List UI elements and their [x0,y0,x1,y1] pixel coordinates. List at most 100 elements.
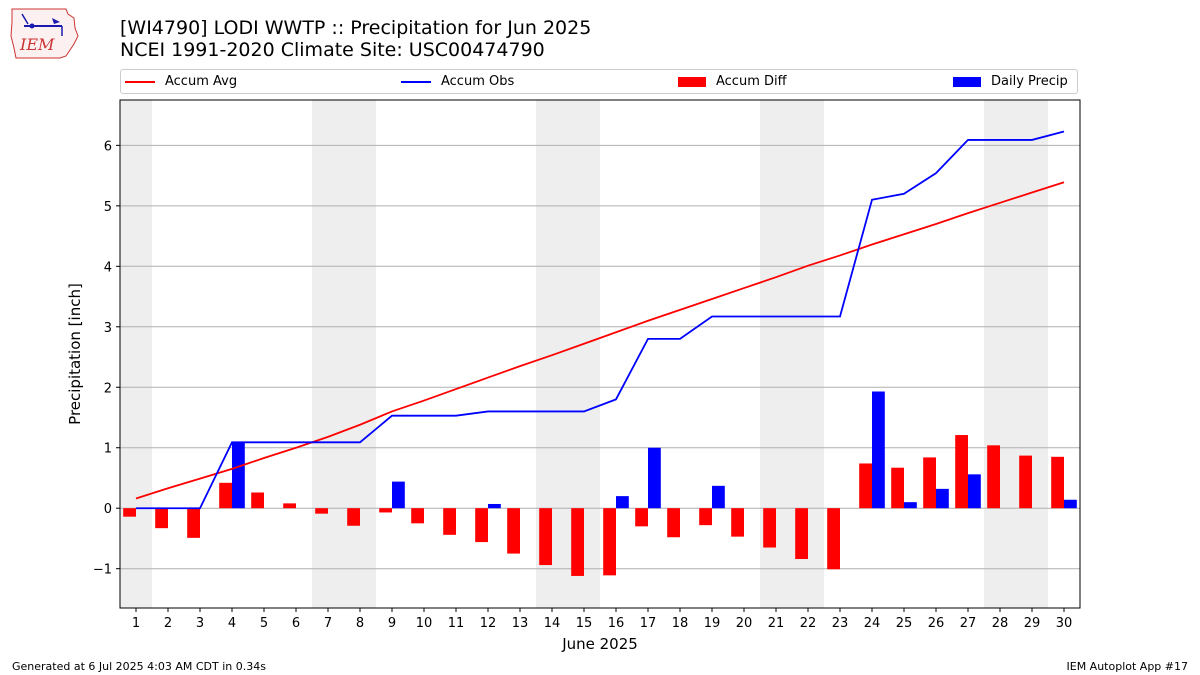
accum-diff-bar [411,508,424,524]
chart-subtitle: NCEI 1991-2020 Climate Site: USC00474790 [120,39,545,61]
daily-precip-bar [872,391,885,509]
accum-diff-bar [955,435,968,509]
plot-frame [119,99,1081,609]
accum-diff-bar [219,482,232,509]
x-tick-label: 10 [416,616,433,631]
x-tick-label: 7 [324,616,332,631]
weekend-shade [120,100,152,608]
iem-logo: IEM [10,8,79,59]
x-tick-label: 1 [132,616,140,631]
x-tick-label: 5 [260,616,268,631]
y-tick-label: 6 [104,139,112,154]
legend-item-daily-precip: Daily Precip [953,70,1068,93]
x-tick-label: 25 [896,616,913,631]
weekend-shade [312,100,344,608]
x-tick-label: 28 [992,616,1009,631]
weekend-shade [344,100,376,608]
daily-precip-bar [488,503,501,509]
x-tick-label: 13 [512,616,529,631]
accum-diff-bar [667,508,680,538]
x-tick-label: 15 [576,616,593,631]
x-tick-label: 19 [704,616,721,631]
legend-swatch-accum-diff [678,76,706,87]
daily-precip-bar [968,474,981,509]
x-tick-label: 11 [448,616,465,631]
accum-diff-bar [699,508,712,526]
accum-diff-bar [827,508,840,570]
x-tick-label: 16 [608,616,625,631]
x-tick-label: 18 [672,616,689,631]
daily-precip-bar [904,502,917,509]
accum-diff-bar [603,508,616,576]
accum-obs-line [136,130,1065,510]
y-tick-label: 3 [104,321,112,336]
x-tick-label: 14 [544,616,561,631]
accum-diff-bar [731,508,744,537]
accum-diff-bar [283,503,296,509]
footer-app: IEM Autoplot App #17 [1066,660,1189,673]
logo-text: IEM [19,35,55,54]
y-tick-label: −1 [93,563,112,578]
daily-precip-bar [936,488,949,509]
accum-diff-bar [155,508,168,529]
accum-diff-bar [315,508,328,514]
weekend-shade [984,100,1016,608]
footer-generated: Generated at 6 Jul 2025 4:03 AM CDT in 0… [12,660,266,673]
x-tick-label: 17 [640,616,657,631]
x-tick-label: 20 [736,616,753,631]
x-tick-label: 4 [228,616,236,631]
x-tick-label: 2 [164,616,172,631]
legend-item-accum-avg: Accum Avg [125,70,237,93]
accum-diff-bar [475,508,488,543]
daily-precip-bar [616,496,629,509]
y-tick-label: 0 [104,502,112,517]
x-tick-label: 27 [960,616,977,631]
accum-diff-bar [443,508,456,535]
y-tick-label: 2 [104,381,112,396]
x-tick-label: 24 [864,616,881,631]
accum-diff-bar [379,508,392,513]
x-tick-label: 3 [196,616,204,631]
accum-diff-bar [923,457,936,509]
x-tick-label: 21 [768,616,785,631]
accum-diff-bar [251,492,264,509]
x-axis-label: June 2025 [561,635,638,653]
x-tick-label: 6 [292,616,300,631]
accum-diff-bar [635,508,648,527]
legend-swatch-daily-precip [953,76,981,87]
daily-precip-bar [392,481,405,509]
y-tick-label: 1 [104,442,112,457]
accum-diff-bar [1051,456,1064,509]
chart-title: [WI4790] LODI WWTP :: Precipitation for … [120,17,592,39]
x-tick-label: 26 [928,616,945,631]
y-axis-label: Precipitation [inch] [66,283,84,425]
x-tick-label: 30 [1056,616,1073,631]
legend-label-accum-obs: Accum Obs [441,74,515,89]
accum-diff-bar [1019,455,1032,509]
legend-swatch-accum-avg [125,80,155,83]
legend-item-accum-diff: Accum Diff [678,70,787,93]
x-tick-label: 23 [832,616,849,631]
legend-swatch-accum-obs [401,80,431,83]
daily-precip-bar [232,442,245,509]
accum-diff-bar [571,508,584,576]
accum-diff-bar [859,463,872,509]
weekend-shade [1016,100,1048,608]
x-tick-label: 22 [800,616,817,631]
accum-diff-bar [347,508,360,526]
chart-legend: Accum Avg Accum Obs Accum Diff Daily Pre… [120,69,1078,94]
y-tick-label: 5 [104,200,112,215]
x-tick-label: 29 [1024,616,1041,631]
accum-diff-bar [795,508,808,560]
legend-label-accum-diff: Accum Diff [716,74,787,89]
accum-diff-bar [187,508,200,538]
accum-diff-bar [891,467,904,509]
legend-item-accum-obs: Accum Obs [401,70,514,93]
x-tick-label: 12 [480,616,497,631]
accum-diff-bar [539,508,552,566]
accum-diff-bar [987,445,1000,509]
daily-precip-bar [1064,499,1077,509]
accum-diff-bar [123,508,136,517]
accum-diff-bar [763,508,776,548]
